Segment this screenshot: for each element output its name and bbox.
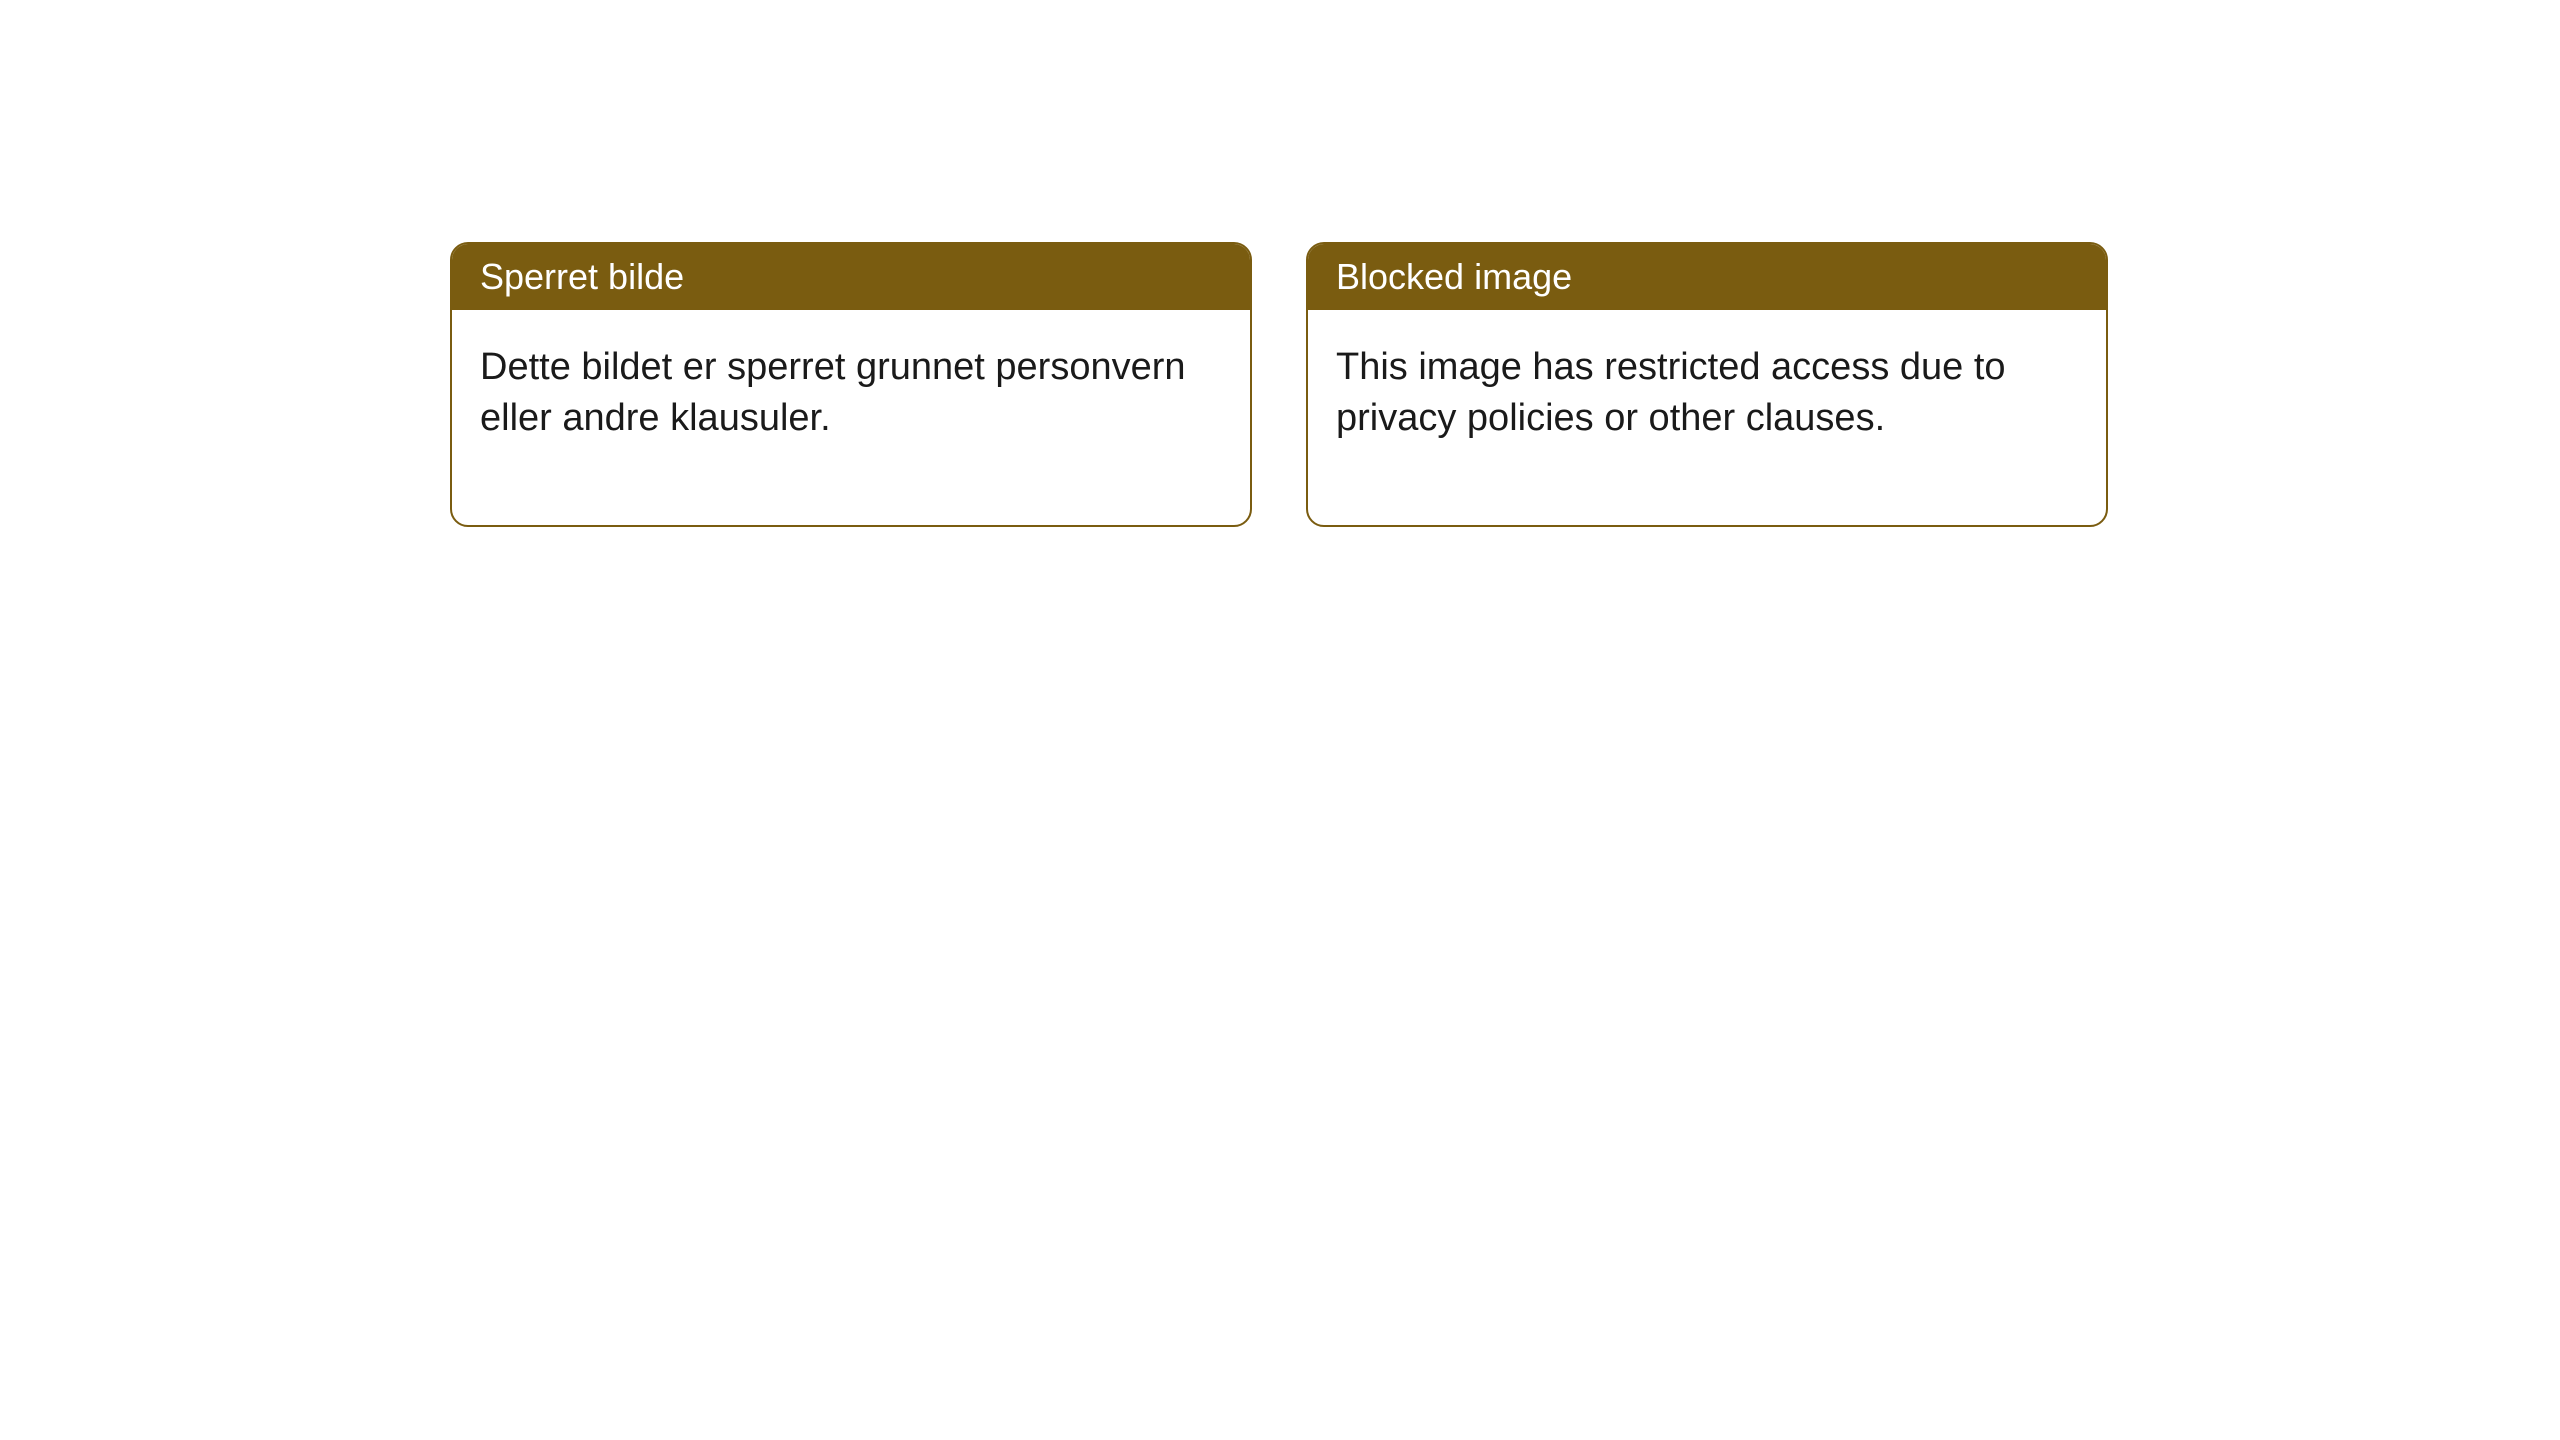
notice-card-body: Dette bildet er sperret grunnet personve… [452, 310, 1250, 525]
notice-card-english: Blocked image This image has restricted … [1306, 242, 2108, 527]
notice-card-body-text: This image has restricted access due to … [1336, 346, 2006, 439]
notice-card-title: Blocked image [1336, 256, 1572, 297]
notice-card-body: This image has restricted access due to … [1308, 310, 2106, 525]
notice-cards-container: Sperret bilde Dette bildet er sperret gr… [450, 242, 2108, 527]
notice-card-header: Blocked image [1308, 244, 2106, 310]
notice-card-body-text: Dette bildet er sperret grunnet personve… [480, 346, 1186, 439]
notice-card-header: Sperret bilde [452, 244, 1250, 310]
notice-card-title: Sperret bilde [480, 256, 684, 297]
notice-card-norwegian: Sperret bilde Dette bildet er sperret gr… [450, 242, 1252, 527]
